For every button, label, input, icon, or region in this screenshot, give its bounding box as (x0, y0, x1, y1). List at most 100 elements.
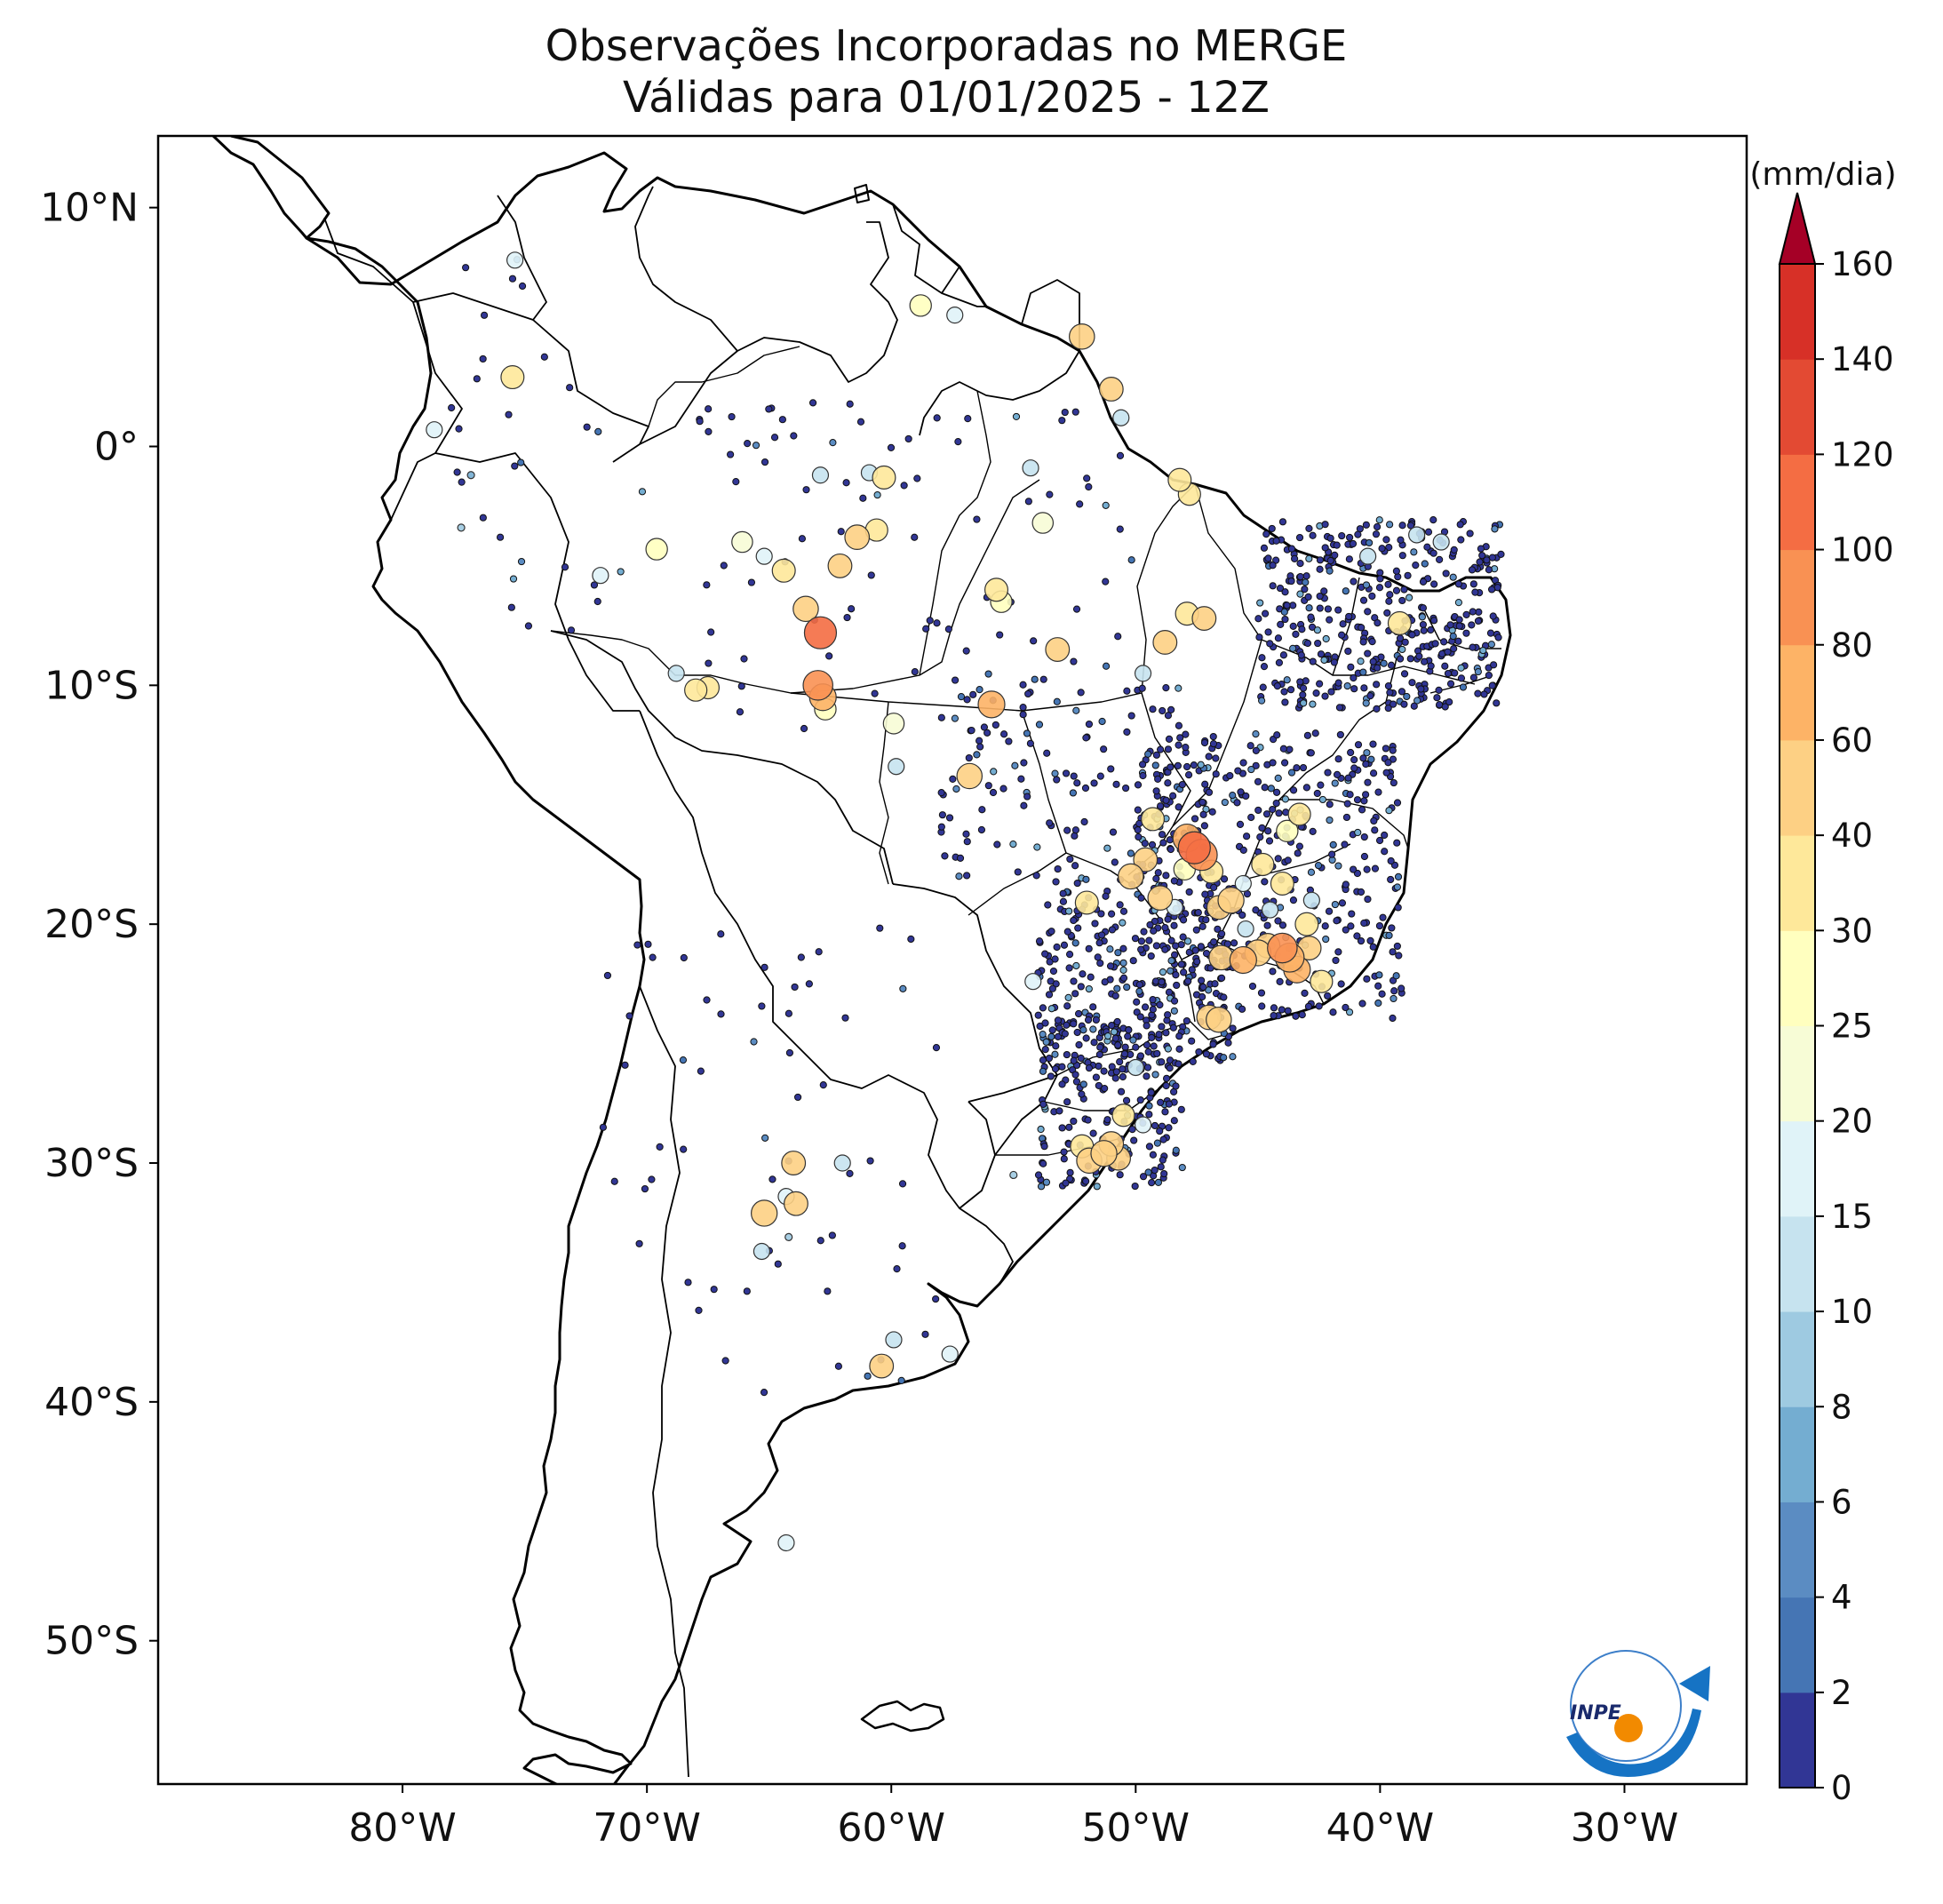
station-dot (1123, 728, 1131, 737)
station-dot (1301, 586, 1309, 594)
station-dot (1119, 907, 1128, 915)
station-dot (1385, 931, 1393, 939)
station-dot (897, 1376, 905, 1384)
station-dot (1309, 827, 1317, 835)
station-dot (1079, 970, 1087, 978)
station-dot (1348, 910, 1356, 918)
station-dot (1359, 596, 1368, 604)
station-dot (1254, 806, 1262, 815)
station-dot (1398, 984, 1405, 992)
station-dot (1287, 545, 1296, 553)
station-dot (1230, 939, 1238, 947)
station-dot (1201, 890, 1209, 898)
station-dot (1398, 522, 1406, 530)
station-dot (864, 1372, 872, 1380)
observation-marker (1408, 526, 1426, 544)
station-dot (1217, 974, 1226, 982)
station-dot (1164, 915, 1172, 923)
station-dot (1276, 977, 1284, 985)
station-dot (1261, 784, 1269, 792)
station-dot (1073, 1028, 1081, 1037)
station-dot (1252, 746, 1260, 754)
station-dot (1077, 983, 1085, 991)
station-dot (1097, 910, 1105, 918)
observation-marker (751, 1199, 778, 1227)
station-dot (1095, 1081, 1103, 1090)
station-dot (1162, 1074, 1171, 1082)
colorbar-label: 10 (1831, 1293, 1873, 1331)
station-dot (1167, 845, 1175, 854)
station-dot (1350, 756, 1358, 764)
station-dot (1039, 1030, 1047, 1039)
station-dot (1045, 991, 1054, 999)
station-dot (1201, 780, 1209, 788)
station-dot (1375, 516, 1383, 524)
station-dot (1350, 673, 1358, 682)
station-dot (1019, 711, 1027, 719)
station-dot (1408, 679, 1416, 687)
station-dot (1274, 855, 1282, 863)
station-dot (1184, 771, 1193, 779)
station-dot (1333, 770, 1342, 778)
station-dot (1278, 1006, 1286, 1014)
station-dot (1289, 622, 1297, 630)
station-dot (964, 415, 972, 423)
station-dot (1052, 878, 1060, 886)
station-dot (1058, 417, 1066, 425)
station-dot (1208, 808, 1216, 816)
colorbar-segment (1780, 1692, 1815, 1788)
station-dot (1220, 993, 1228, 1001)
station-dot (1419, 604, 1428, 612)
station-dot (1135, 987, 1143, 995)
station-dot (1065, 951, 1074, 959)
station-dot (1139, 771, 1147, 780)
station-dot (973, 515, 981, 523)
station-dot (1071, 826, 1079, 834)
station-dot (1326, 567, 1334, 575)
station-dot (1242, 792, 1250, 801)
station-dot (1076, 500, 1084, 508)
station-dot (1469, 673, 1478, 681)
station-dot (1468, 566, 1477, 574)
station-dot (1091, 920, 1099, 928)
station-dot (635, 1239, 643, 1247)
station-dot (1047, 928, 1055, 936)
station-dot (1314, 639, 1322, 648)
observation-marker (784, 1232, 793, 1241)
station-dot (1229, 1053, 1237, 1061)
station-dot (1177, 941, 1185, 949)
station-dot (1374, 664, 1382, 672)
station-dot (1061, 408, 1069, 417)
station-dot (1376, 569, 1384, 577)
station-dot (1166, 836, 1174, 844)
station-dot (876, 924, 884, 932)
observation-marker (457, 523, 466, 532)
station-dot (1359, 754, 1367, 762)
station-dot (1054, 864, 1062, 873)
station-dot (898, 1180, 907, 1188)
colorbar-label: 2 (1831, 1674, 1852, 1712)
station-dot (1382, 769, 1390, 777)
station-dot (1278, 921, 1287, 929)
station-dot (1442, 570, 1450, 578)
station-dot (1311, 729, 1319, 737)
station-dot (1381, 848, 1389, 856)
station-dot (798, 535, 807, 543)
station-dot (1468, 621, 1476, 629)
station-dot (1441, 703, 1449, 711)
station-dot (1328, 850, 1336, 858)
station-dot (1446, 680, 1455, 688)
station-dot (1123, 687, 1131, 695)
station-dot (1493, 584, 1501, 592)
station-dot (1457, 674, 1466, 682)
station-dot (1338, 899, 1347, 907)
station-dot (479, 514, 487, 522)
station-dot (1167, 967, 1175, 975)
station-dot (1193, 958, 1201, 966)
station-dot (1102, 662, 1111, 670)
station-dot (561, 563, 569, 571)
station-dot (760, 1389, 768, 1397)
station-dot (1180, 968, 1188, 976)
station-dot (984, 782, 992, 790)
station-dot (983, 729, 991, 737)
